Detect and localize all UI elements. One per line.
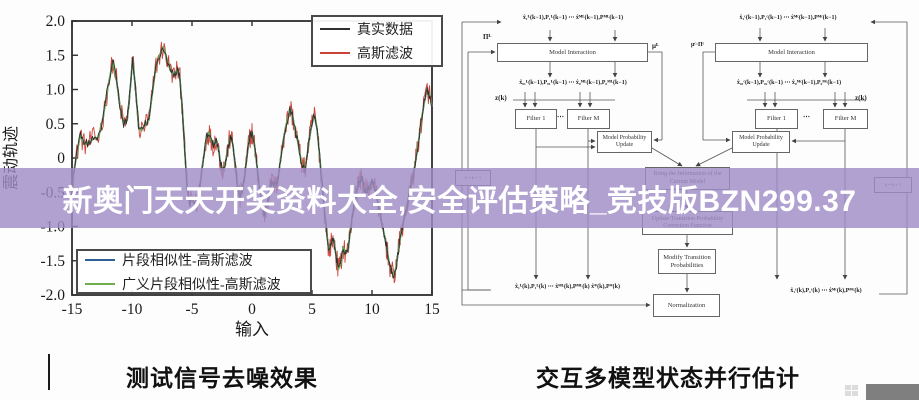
filter-m-right-box: Filter M — [823, 109, 868, 129]
legend-label: 片段相似性-高斯滤波 — [122, 253, 253, 269]
legend-label: 真实数据 — [357, 23, 413, 38]
cursor-artifact — [48, 354, 50, 390]
series-segment — [71, 46, 433, 277]
dot — [852, 391, 858, 396]
chart-tick-label: 0 — [57, 150, 65, 167]
model-interaction-left-box: Model Interaction — [497, 43, 648, 62]
model-probability-update-right-box: Model Probability Update — [732, 131, 790, 153]
legend-line-segment — [85, 258, 115, 261]
filter-dots-right: ⋯ — [803, 113, 810, 121]
chart-tick-label: -1.5 — [40, 253, 65, 270]
model-probability-update-left-box: Model Probability Update — [597, 131, 652, 153]
filter-dots-left: ⋯ — [557, 113, 564, 121]
legend-item: 广义片段相似性-高斯滤波 — [85, 274, 303, 294]
formula-mid-right: x̂₀₁ᶜ(k−1),P₀₁ᶜ(k−1) ⋯ x̂₀ᴹᶜ(k−1),P₀ᴹᶜ(k… — [736, 80, 842, 86]
chart-legend-top: 真实数据 高斯滤波 — [311, 15, 443, 67]
caption-left: 测试信号去噪效果 — [126, 365, 318, 391]
formula-bottom-right: x̂₁ᶜ(k),P₁ᶜ(k) ⋯ x̂ᴹᶜ(k),Pᴹᶜ(k) — [790, 288, 862, 294]
chart-tick-label: 2.0 — [46, 13, 66, 30]
z-input-left: z(k) — [495, 94, 507, 102]
dot — [845, 391, 851, 396]
model-interaction-right-box: Model Interaction — [715, 43, 868, 62]
filter-m-left-box: Filter M — [567, 109, 610, 129]
formula-bottom-left: x̂₁ᴸ(k),P₁ᴸ(k) ⋯ x̂ᴹᴸ(k),Pᴹᴸ(k) x̂*(k),P… — [515, 284, 620, 290]
chart-tick-label: -5 — [186, 301, 199, 318]
formula-top-left: x̂₁ᴸ(k−1),P₁ᴸ(k−1) ⋯ x̂ᴹᴸ(k−1),Pᴹᴸ(k−1) — [522, 15, 624, 21]
pi-label-left: Πᴸ — [483, 33, 492, 41]
modify-transition-probabilities-box: Modify Transition Probabilities — [658, 249, 716, 274]
legend-item: 片段相似性-高斯滤波 — [85, 250, 303, 270]
promo-banner: 新奥门天天开奖资料大全,安全评估策略_竞技版BZN299.37 — [0, 168, 919, 228]
legend-label: 高斯滤波 — [357, 47, 413, 62]
series-gaussian — [71, 41, 433, 284]
series-real — [71, 47, 433, 279]
chart-tick-label: 1.5 — [46, 47, 66, 64]
mu-pi-label-right: μᶜ·Πᶜ — [691, 42, 705, 48]
dot-grid-artifact — [845, 385, 860, 397]
chart-tick-label: -15 — [62, 301, 83, 318]
normalization-box: Normalization — [653, 294, 720, 317]
dot — [845, 385, 851, 390]
chart-tick-label: -2.0 — [40, 287, 65, 304]
formula-top-right: x̂₁ᶜ(k−1),P₁ᶜ(k−1) ⋯ x̂ᴹᶜ(k−1),Pᴹᶜ(k−1) — [739, 15, 837, 21]
chart-tick-label: 5 — [308, 301, 316, 318]
z-input-right: z(k) — [855, 94, 867, 102]
chart-tick-label: -10 — [122, 301, 143, 318]
gray-bar-artifact — [866, 384, 919, 400]
chart-tick-label: 15 — [424, 301, 440, 318]
legend-item: 真实数据 — [320, 19, 434, 39]
x-axis-label: 输入 — [235, 320, 269, 339]
filter-1-right-box: Filter 1 — [755, 109, 798, 129]
caption-right: 交互多模型状态并行估计 — [536, 365, 800, 391]
chart-legend-bottom: 片段相似性-高斯滤波 广义片段相似性-高斯滤波 — [76, 249, 312, 294]
promo-banner-text: 新奥门天天开奖资料大全,安全评估策略_竞技版BZN299.37 — [62, 185, 857, 218]
legend-line-gaussian — [320, 52, 350, 54]
chart-tick-label: 10 — [364, 301, 380, 318]
chart-tick-label: 0.5 — [46, 116, 66, 133]
mu-label-left: μᴸ — [652, 42, 659, 50]
filter-1-left-box: Filter 1 — [515, 109, 557, 129]
chart-tick-label: 1.0 — [46, 82, 66, 99]
legend-line-generalized — [85, 282, 115, 285]
formula-mid-left: x̂₀₁ᴸ(k−1),P₀₁ᴸ(k−1) ⋯ x̂₀ᴹᴸ(k−1),P₀ᴹᴸ(k… — [519, 80, 627, 86]
legend-item: 高斯滤波 — [320, 43, 434, 63]
chart-tick-label: 0 — [248, 301, 256, 318]
series-generalized — [71, 46, 433, 277]
dot — [852, 385, 858, 390]
legend-label: 广义片段相似性-高斯滤波 — [122, 277, 281, 293]
legend-line-real — [320, 28, 350, 30]
